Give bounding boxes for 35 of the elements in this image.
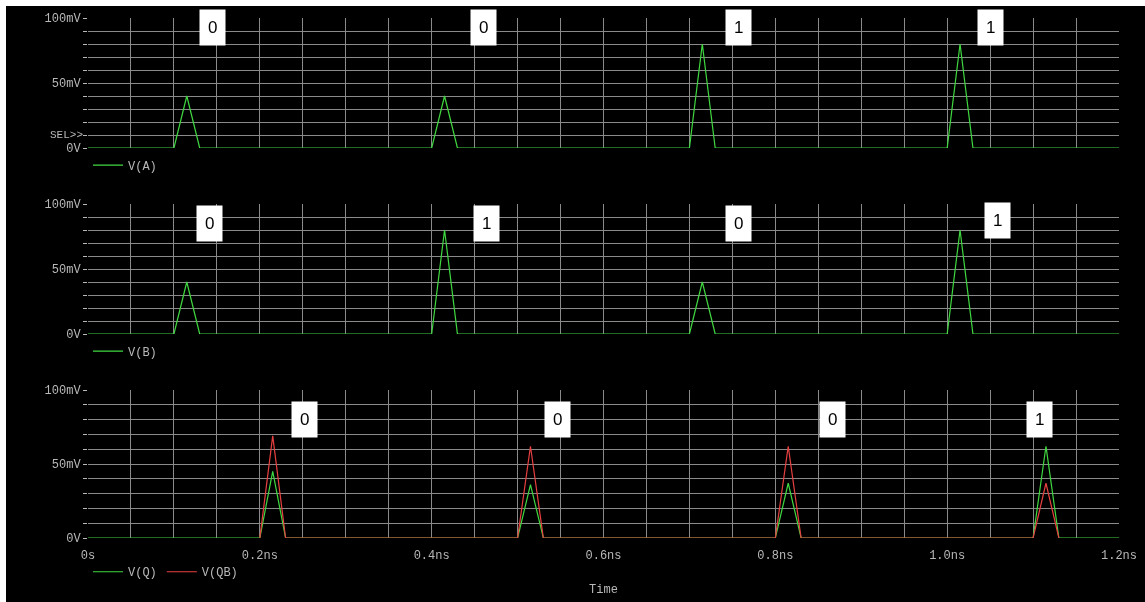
- y-tick-label: 100mV: [44, 384, 82, 399]
- annotation: 0: [734, 214, 744, 233]
- annotation: 0: [479, 18, 489, 37]
- y-tick-label: 100mV: [44, 12, 82, 27]
- y-tick-label: 50mV: [51, 263, 82, 278]
- legend-label: V(Q): [128, 566, 157, 581]
- y-tick-label: 0V: [66, 532, 82, 547]
- y-tick-label: 100mV: [44, 198, 82, 213]
- y-tick-label: 0V: [66, 328, 82, 343]
- y-tick-label: 0V: [66, 142, 82, 157]
- annotation: 0: [208, 18, 218, 37]
- x-tick-label: 0.8ns: [757, 549, 794, 563]
- annotation: 0: [205, 214, 215, 233]
- x-tick-label: 1.2ns: [1100, 549, 1138, 563]
- y-tick-label: 50mV: [51, 77, 82, 92]
- annotation: 1: [986, 18, 996, 37]
- line-series: [259, 435, 1060, 538]
- x-tick-label: 0.4ns: [413, 549, 450, 563]
- legend-label: V(QB): [201, 566, 238, 581]
- annotation: 1: [482, 214, 492, 233]
- annotation: 0: [553, 410, 563, 429]
- annotation: 1: [734, 18, 744, 37]
- y-tick-label: 50mV: [51, 458, 82, 473]
- x-tick-label: 0.6ns: [585, 549, 622, 563]
- annotation: 1: [993, 211, 1003, 230]
- x-tick-label: 0s: [80, 549, 96, 563]
- annotation: 0: [300, 410, 310, 429]
- legend-label: V(A): [128, 159, 157, 174]
- x-tick-label: 0.2ns: [241, 549, 278, 563]
- x-axis-title: Time: [589, 582, 618, 597]
- annotation: 1: [1035, 410, 1045, 429]
- annotation: 0: [828, 410, 838, 429]
- legend-label: V(B): [128, 345, 157, 360]
- x-tick-label: 1.0ns: [929, 549, 966, 563]
- text: SEL>>: [50, 129, 84, 141]
